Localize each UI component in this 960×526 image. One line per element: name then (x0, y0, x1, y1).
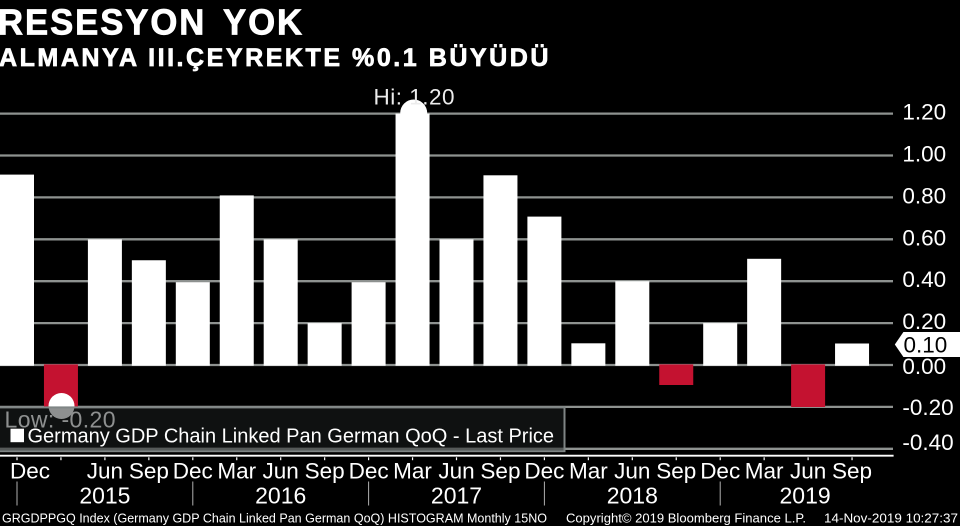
svg-text:ALMANYA III.ÇEYREKTE %0.1 BÜYÜ: ALMANYA III.ÇEYREKTE %0.1 BÜYÜDÜ (0, 43, 551, 72)
svg-text:Dec: Dec (349, 459, 389, 484)
svg-text:0.40: 0.40 (902, 267, 946, 292)
svg-text:Jun: Jun (263, 459, 299, 484)
svg-text:Mar: Mar (745, 459, 784, 484)
svg-text:Hi: 1.20: Hi: 1.20 (374, 85, 456, 110)
svg-text:0.10: 0.10 (904, 333, 948, 358)
svg-text:-0.20: -0.20 (902, 395, 953, 420)
svg-text:Dec: Dec (10, 459, 50, 484)
svg-text:Sep: Sep (832, 459, 872, 484)
svg-text:Mar: Mar (569, 459, 608, 484)
svg-text:1.00: 1.00 (902, 142, 946, 167)
svg-text:2019: 2019 (780, 482, 831, 508)
svg-text:Mar: Mar (393, 459, 432, 484)
svg-text:Mar: Mar (217, 459, 256, 484)
svg-text:0.80: 0.80 (902, 183, 946, 208)
svg-text:Sep: Sep (480, 459, 520, 484)
svg-text:Jun: Jun (438, 459, 474, 484)
svg-text:2017: 2017 (431, 482, 482, 508)
svg-text:0.00: 0.00 (902, 354, 946, 379)
svg-text:Dec: Dec (700, 459, 740, 484)
svg-text:GRGDPPGQ Index (Germany GDP Ch: GRGDPPGQ Index (Germany GDP Chain Linked… (2, 511, 547, 526)
svg-text:2015: 2015 (79, 482, 130, 508)
svg-text:14-Nov-2019 10:27:37: 14-Nov-2019 10:27:37 (824, 511, 958, 526)
svg-text:Jun: Jun (790, 459, 826, 484)
svg-text:-0.40: -0.40 (902, 430, 953, 455)
svg-text:Copyright© 2019 Bloomberg Fina: Copyright© 2019 Bloomberg Finance L.P. (566, 511, 806, 526)
svg-text:1.20: 1.20 (902, 100, 946, 125)
svg-text:2016: 2016 (255, 482, 306, 508)
svg-text:Jun: Jun (614, 459, 650, 484)
svg-text:2018: 2018 (607, 482, 658, 508)
svg-text:RESESYON YOK: RESESYON YOK (0, 2, 304, 43)
svg-text:Dec: Dec (173, 459, 213, 484)
svg-text:Sep: Sep (129, 459, 169, 484)
svg-text:Jun: Jun (87, 459, 123, 484)
svg-text:0.20: 0.20 (902, 309, 946, 334)
svg-text:Sep: Sep (305, 459, 345, 484)
svg-text:Germany GDP Chain Linked Pan G: Germany GDP Chain Linked Pan German QoQ … (28, 426, 555, 448)
svg-text:0.60: 0.60 (902, 225, 946, 250)
svg-text:Dec: Dec (524, 459, 564, 484)
svg-text:Sep: Sep (656, 459, 696, 484)
